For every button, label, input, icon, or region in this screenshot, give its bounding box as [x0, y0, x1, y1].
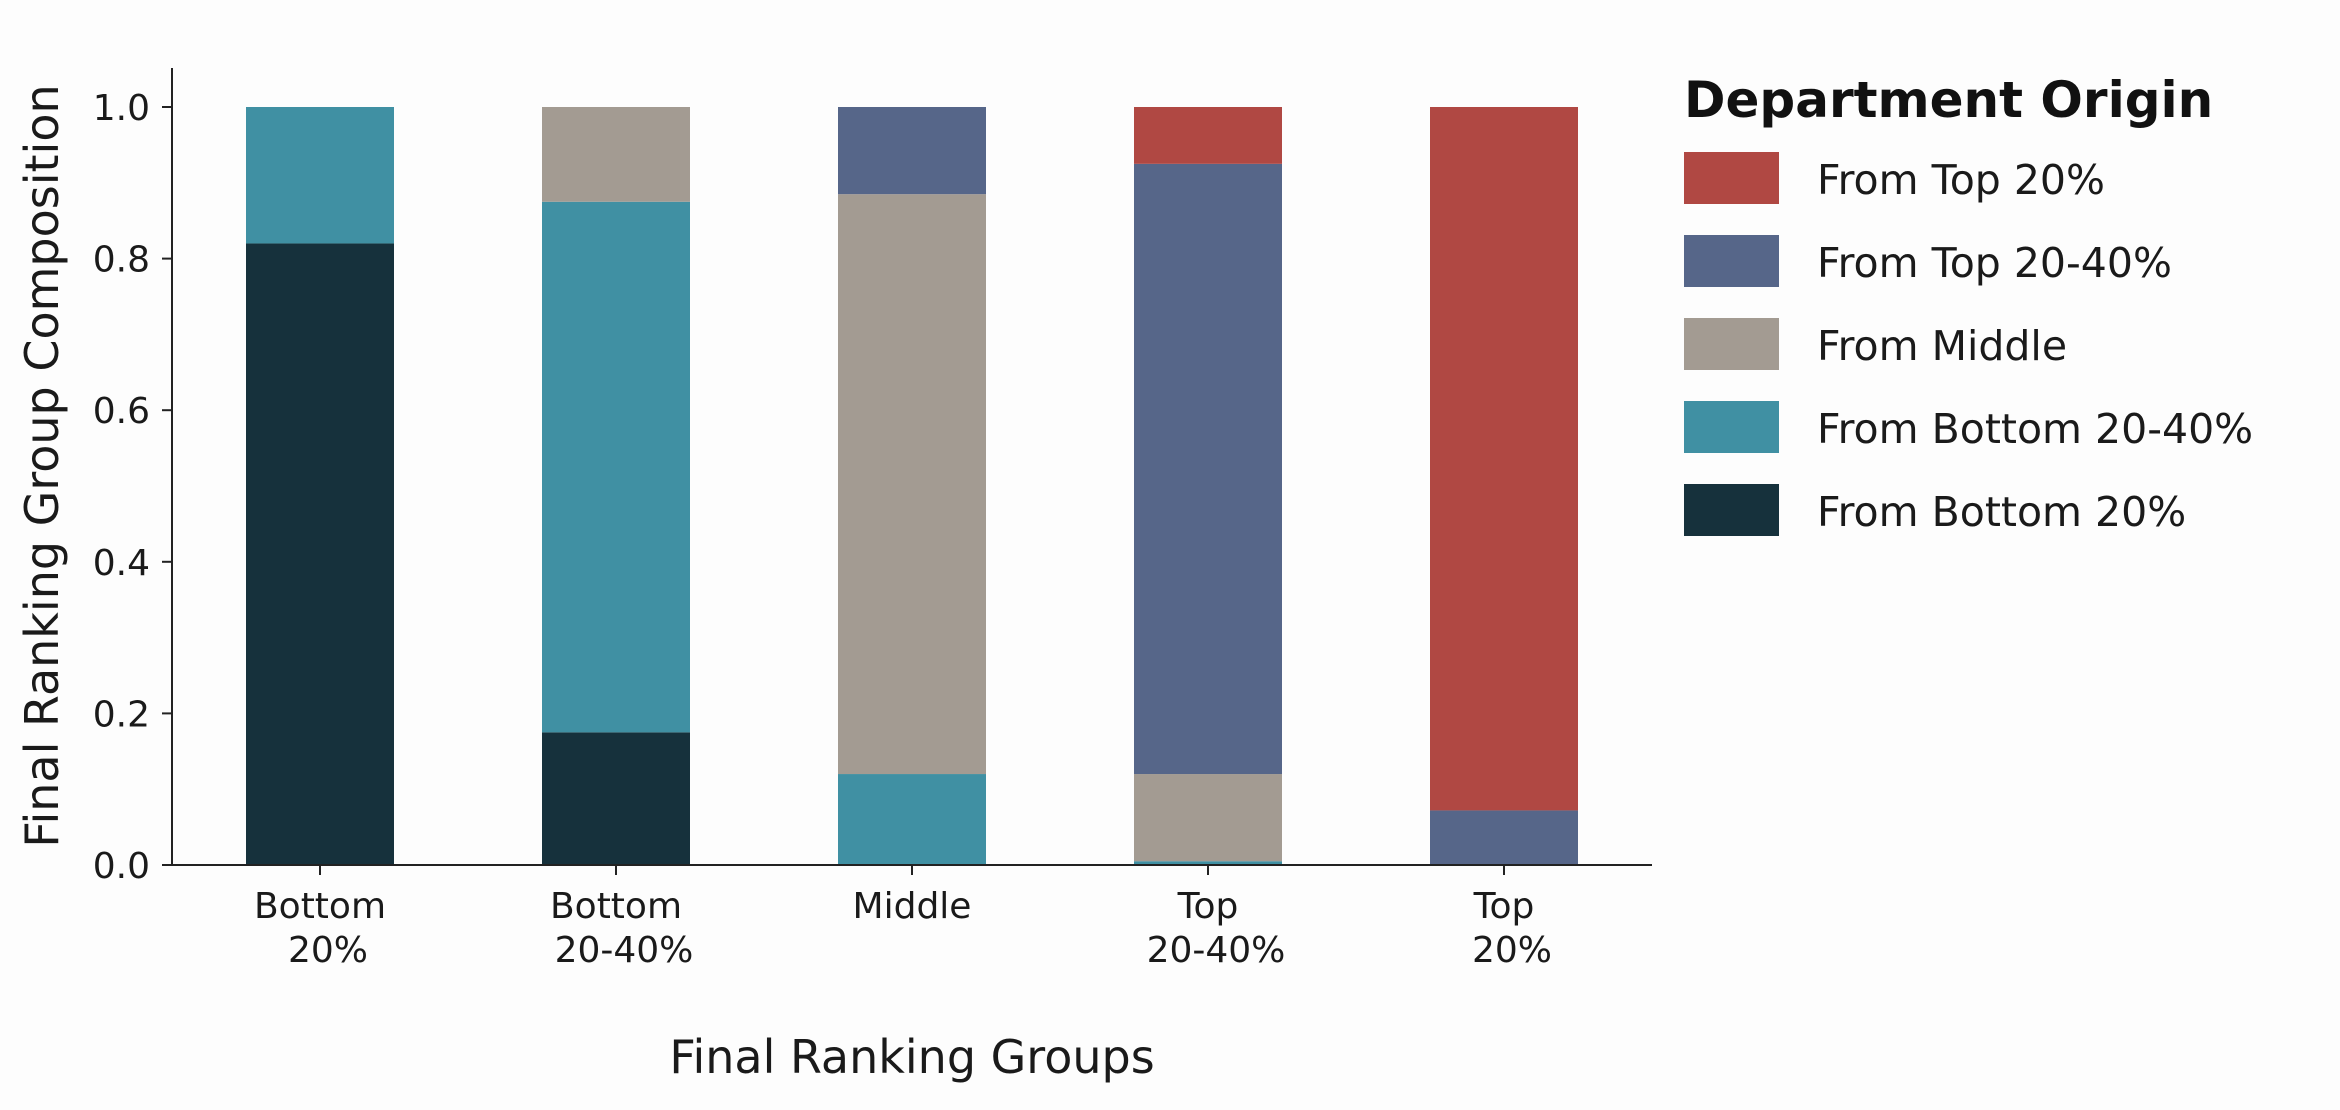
bar-bottom-20-40--series-0 — [542, 732, 690, 865]
legend-swatch-from-bottom-20- — [1684, 484, 1779, 536]
bar-bottom-20--series-0 — [246, 243, 394, 865]
x-tick-label: Top 20-40% — [1147, 886, 1286, 971]
bar-bottom-20-40--series-2 — [542, 107, 690, 202]
legend-items: From Top 20% From Top 20-40% From Middle Fr… — [1684, 152, 2253, 536]
legend-label-from-middle: From Middle — [1817, 322, 2067, 370]
bar-middle-series-1 — [838, 774, 986, 865]
x-tick-label: Middle — [853, 886, 972, 927]
bar-top-20-40--series-3 — [1134, 163, 1282, 775]
legend-swatch-from-top-20-40- — [1684, 235, 1779, 287]
bar-middle-series-3 — [838, 107, 986, 195]
bar-middle-series-2 — [838, 194, 986, 775]
legend-label-from-bottom-20-: From Bottom 20% — [1817, 488, 2186, 536]
legend-swatch-from-bottom-20-40- — [1684, 401, 1779, 453]
x-tick-label: Bottom 20-40% — [550, 886, 693, 971]
legend-label-from-bottom-20-40-: From Bottom 20-40% — [1817, 405, 2253, 453]
bar-bottom-20-40--series-1 — [542, 201, 690, 733]
legend-title: Department Origin — [1684, 71, 2213, 129]
legend-swatch-from-top-20- — [1684, 152, 1779, 204]
bar-top-20-40--series-2 — [1134, 774, 1282, 862]
y-ticks: 0.0 0.2 0.4 0.6 0.8 1.0 — [93, 88, 172, 887]
bar-top-20-40--series-4 — [1134, 107, 1282, 164]
bar-top-20--series-4 — [1430, 107, 1578, 811]
legend-label-from-top-20-: From Top 20% — [1817, 156, 2105, 204]
x-tick-label: Top 20% — [1472, 886, 1552, 971]
x-ticks: Bottom 20% Bottom 20-40% Middle Top 20-40% Top 2… — [254, 865, 1552, 971]
x-axis-label: Final Ranking Groups — [669, 1030, 1154, 1084]
y-tick-label: 0.6 — [93, 391, 150, 432]
y-tick-label: 1.0 — [93, 88, 150, 129]
bar-top-20-40--series-1 — [1134, 861, 1282, 865]
legend: Department Origin From Top 20%From Top 2… — [1684, 71, 2253, 536]
legend-label-from-top-20-40-: From Top 20-40% — [1817, 239, 2172, 287]
bar-top-20--series-3 — [1430, 810, 1578, 865]
y-axis-label: Final Ranking Group Composition — [15, 84, 69, 847]
y-tick-label: 0.4 — [93, 543, 150, 584]
bar-bottom-20--series-1 — [246, 107, 394, 244]
x-tick-label: Bottom 20% — [254, 886, 386, 971]
y-tick-label: 0.2 — [93, 694, 150, 735]
bars-layer — [246, 107, 1578, 865]
y-tick-label: 0.8 — [93, 240, 150, 281]
legend-swatch-from-middle — [1684, 318, 1779, 370]
y-tick-label: 0.0 — [93, 846, 150, 887]
